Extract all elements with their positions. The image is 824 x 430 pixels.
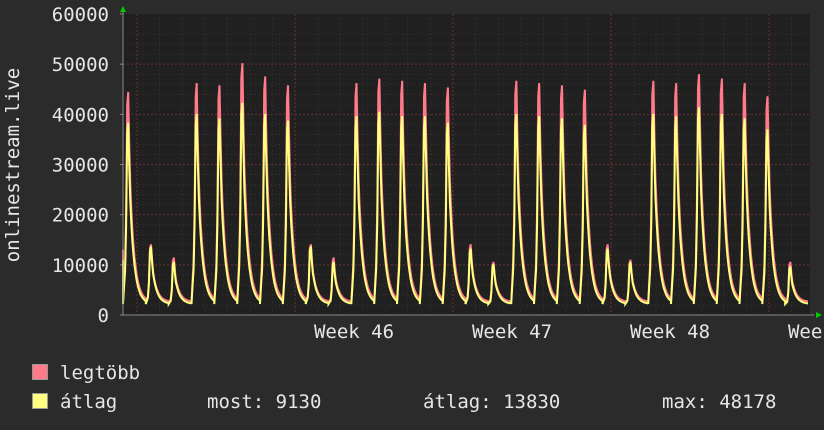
legend-max-swatch [32, 364, 48, 380]
y-axis-label: onlinestream.live [2, 68, 24, 262]
x-axis-ticks: Week 46 Week 47 Week 48 Week 49 [314, 321, 824, 343]
y-tick-label: 40000 [52, 104, 109, 126]
y-tick-label: 0 [98, 305, 109, 327]
stat-current: most: 9130 [207, 391, 322, 413]
x-tick-label: Week 49 [788, 321, 824, 343]
legend-avg-label: átlag [60, 391, 118, 413]
x-axis-arrow [816, 312, 822, 318]
y-tick-label: 30000 [52, 155, 109, 177]
legend-avg: átlag [32, 391, 117, 413]
y-tick-label: 50000 [52, 54, 109, 76]
series-atlag-line [122, 102, 809, 308]
x-tick-label: Week 47 [472, 321, 552, 343]
y-tick-label: 10000 [52, 255, 109, 277]
x-tick-label: Week 46 [314, 321, 394, 343]
x-tick-label: Week 48 [630, 321, 710, 343]
series-lines [122, 63, 809, 308]
y-axis-ticks: 0 10000 20000 30000 40000 50000 60000 [52, 4, 123, 327]
y-tick-label: 20000 [52, 205, 109, 227]
legend-max-label: legtöbb [60, 362, 141, 384]
stat-average: átlag: 13830 [423, 391, 561, 413]
axes [120, 6, 822, 318]
y-axis-arrow [120, 6, 126, 12]
legend-avg-swatch [32, 393, 48, 409]
stat-maximum: max: 48178 [662, 391, 777, 413]
y-tick-label: 60000 [52, 4, 109, 26]
legend-max: legtöbb [32, 362, 140, 384]
